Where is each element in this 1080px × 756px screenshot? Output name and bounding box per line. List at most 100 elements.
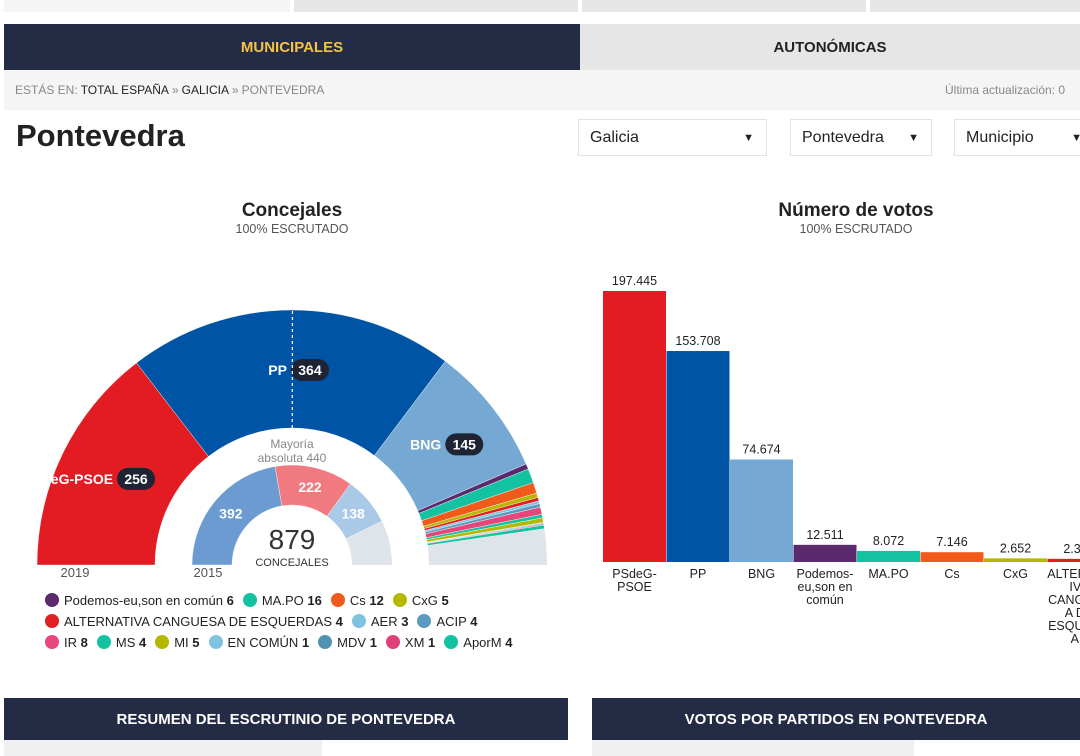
seat-count: 256 bbox=[124, 471, 148, 487]
party-label: PSdeG-PSOE bbox=[24, 471, 113, 487]
majority-value: 440 bbox=[306, 451, 326, 465]
legend-item: CxG 5 bbox=[392, 590, 449, 611]
crumb-link[interactable]: GALICIA bbox=[181, 83, 229, 97]
top-strip bbox=[294, 0, 578, 12]
tab[interactable]: MUNICIPALES bbox=[4, 24, 580, 70]
bar-value: 2.652 bbox=[1000, 541, 1031, 555]
legend-swatch bbox=[45, 593, 59, 607]
legend-name: ALTERNATIVA CANGUESA DE ESQUERDAS bbox=[64, 614, 333, 629]
legend-swatch bbox=[155, 635, 170, 649]
breadcrumb: ESTÁS EN: TOTAL ESPAÑA» GALICIA» PONTEVE… bbox=[4, 70, 1080, 110]
legend-name: CxG bbox=[411, 593, 438, 608]
chart-subtitle: 100% ESCRUTADO bbox=[800, 222, 913, 236]
seat-pill bbox=[290, 359, 329, 382]
bar-value: 7.146 bbox=[936, 535, 967, 549]
majority-text: absoluta bbox=[258, 451, 307, 465]
bar-value: 2.300 bbox=[1063, 542, 1080, 556]
legend-name: ACIP bbox=[436, 614, 467, 629]
legend: Podemos-eu,son en común 6 MA.PO 16 Cs 12 Cx… bbox=[45, 590, 525, 653]
legend-name: MDV bbox=[337, 635, 367, 650]
bar-value: 12.511 bbox=[806, 528, 843, 542]
legend-item: ALTERNATIVA CANGUESA DE ESQUERDAS 4 bbox=[45, 611, 343, 632]
legend-name: AporM bbox=[463, 635, 502, 650]
bar-value: 8.072 bbox=[873, 534, 904, 548]
select[interactable]: Municipio bbox=[954, 119, 1080, 156]
legend-value: 4 bbox=[138, 635, 147, 650]
legend-name: EN COMÚN bbox=[227, 635, 299, 650]
top-strip bbox=[4, 0, 290, 12]
legend-value: 8 bbox=[80, 635, 88, 650]
legend-value: 5 bbox=[192, 635, 200, 650]
bar-category: PSdeG-PSOE bbox=[612, 567, 657, 594]
legend-value: 4 bbox=[335, 614, 343, 629]
legend-item: AER 3 bbox=[351, 611, 408, 632]
seat-count: 145 bbox=[453, 436, 477, 452]
majority-text: Mayoría bbox=[270, 437, 314, 451]
bar-category: MA.PO bbox=[868, 567, 909, 581]
select[interactable]: Galicia bbox=[578, 119, 767, 156]
crumb-link[interactable]: TOTAL ESPAÑA bbox=[80, 83, 169, 97]
legend-name: AER bbox=[370, 614, 398, 629]
seat-segment bbox=[36, 362, 209, 566]
legend-swatch bbox=[45, 635, 59, 649]
bar-category: BNG bbox=[747, 567, 776, 581]
bar-category: ALTERNATIVA CANGUESA DE ESQUERDAS bbox=[1047, 567, 1080, 646]
legend-name: XM bbox=[404, 635, 425, 650]
bar bbox=[666, 351, 730, 562]
legend-name: MA.PO bbox=[261, 593, 304, 608]
legend-swatch bbox=[318, 635, 333, 649]
ring-year: 2019 bbox=[61, 565, 90, 580]
legend-swatch bbox=[330, 593, 345, 607]
bar bbox=[984, 558, 1047, 562]
legend-item: ACIP 4 bbox=[417, 611, 477, 632]
seat-count: 364 bbox=[298, 362, 322, 378]
legend-swatch bbox=[444, 635, 459, 649]
legend-name: MI bbox=[174, 635, 189, 650]
legend-value: 16 bbox=[307, 593, 322, 608]
tab[interactable]: AUTONÓMICAS bbox=[580, 24, 1080, 70]
legend-value: 4 bbox=[470, 614, 478, 629]
legend-value: 5 bbox=[441, 593, 449, 608]
legend-swatch bbox=[45, 614, 59, 628]
crumb-sep: » bbox=[231, 83, 239, 97]
bar-value: 153.708 bbox=[675, 334, 720, 348]
seat-count: 222 bbox=[298, 479, 322, 495]
table-row bbox=[592, 740, 914, 756]
majority-text: absoluta 440 bbox=[258, 451, 327, 465]
legend-value: 1 bbox=[369, 635, 377, 650]
chart-title: Número de votos bbox=[778, 200, 933, 221]
ring-year: 2015 bbox=[194, 565, 223, 580]
legend-name: MS bbox=[115, 635, 136, 650]
legend-swatch bbox=[96, 635, 111, 649]
crumb-current: PONTEVEDRA bbox=[241, 83, 325, 97]
legend-item: MI 5 bbox=[155, 632, 200, 653]
party-label: BNG bbox=[410, 436, 441, 452]
bar-category: Podemos-eu,son en común bbox=[796, 567, 854, 607]
legend-item: EN COMÚN 1 bbox=[208, 632, 310, 653]
seat-pill bbox=[445, 433, 484, 456]
bar bbox=[1047, 558, 1080, 562]
seat-count: 392 bbox=[219, 505, 243, 521]
bar bbox=[920, 552, 984, 562]
legend-item: Podemos-eu,son en común 6 bbox=[45, 590, 234, 611]
seat-count: 138 bbox=[341, 505, 365, 521]
legend-name: Cs bbox=[349, 593, 366, 608]
legend-item: MS 4 bbox=[96, 632, 147, 653]
bar-value: 197.445 bbox=[612, 274, 657, 288]
legend-value: 1 bbox=[301, 635, 310, 650]
legend-item: AporM 4 bbox=[444, 632, 512, 653]
select[interactable]: Pontevedra bbox=[790, 119, 932, 156]
top-strip bbox=[582, 0, 866, 12]
crumb-prefix: ESTÁS EN: bbox=[15, 83, 78, 97]
total-label: CONCEJALES bbox=[255, 557, 328, 569]
updated: Última actualización: 0 bbox=[945, 83, 1066, 97]
legend-swatch bbox=[392, 593, 407, 607]
seat-pill bbox=[117, 467, 156, 490]
legend-item: IR 8 bbox=[45, 632, 88, 653]
chart-subtitle: 100% ESCRUTADO bbox=[236, 222, 349, 236]
top-strip bbox=[870, 0, 1080, 12]
bar-category: Cs bbox=[944, 567, 960, 581]
legend-value: 4 bbox=[505, 635, 513, 650]
bar bbox=[857, 550, 920, 562]
